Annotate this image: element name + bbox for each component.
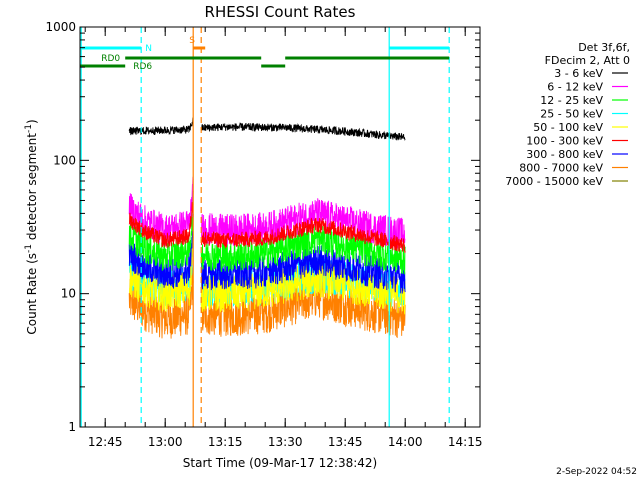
plot-frame [79,26,481,428]
flag-label-rd6: RD6 [133,62,152,72]
x-tick-label: 13:15 [208,435,243,449]
footer-timestamp: 2-Sep-2022 04:52 [556,467,637,477]
x-tick-label: 12:45 [88,435,123,449]
x-tick-label: 13:30 [268,435,303,449]
series-line-800-to-7000kev [128,267,406,339]
flag-label-rd0: RD0 [101,54,120,64]
legend-label: 800 - 7000 keV [519,162,603,175]
x-axis-label: Start Time (09-Mar-17 12:38:42) [183,456,377,470]
legend-label: 100 - 300 keV [526,135,603,148]
y-axis-label-sup-2: -1 [24,124,34,133]
chart-title: RHESSI Count Rates [205,3,356,21]
flag-label-n: N [145,44,152,54]
y-tick-label: 1000 [45,20,76,34]
legend-label: 300 - 800 keV [526,148,603,161]
y-axis-label-base: Count Rate (s [25,253,39,335]
legend-label: 7000 - 15000 keV [505,175,603,188]
x-tick-label: 13:45 [328,435,363,449]
legend-label: 50 - 100 keV [533,121,603,134]
y-tick-label: 10 [61,287,76,301]
x-tick-label: 14:15 [448,435,483,449]
y-axis-label: Count Rate (s-1 detector segment-1) [24,119,39,334]
flag-label-s: S [189,36,195,46]
y-tick-label: 1 [68,420,76,434]
y-axis-label-mid: detector segment [25,133,39,244]
legend-label: 3 - 6 keV [554,67,603,80]
legend-header-1: Det 3f,6f, [578,41,630,54]
legend-label: 12 - 25 keV [540,94,603,107]
legend-header-2: FDecim 2, Att 0 [545,54,630,67]
series-line-100-to-300kev [128,202,406,253]
y-tick-label: 100 [53,153,76,167]
x-tick-label: 14:00 [388,435,423,449]
legend-label: 25 - 50 keV [540,108,603,121]
series-line-3-to-6kev [128,117,406,141]
y-axis-label-end: ) [25,119,39,124]
legend-label: 6 - 12 keV [547,81,603,94]
y-axis-label-sup-1: -1 [24,244,34,253]
x-tick-label: 13:00 [148,435,183,449]
